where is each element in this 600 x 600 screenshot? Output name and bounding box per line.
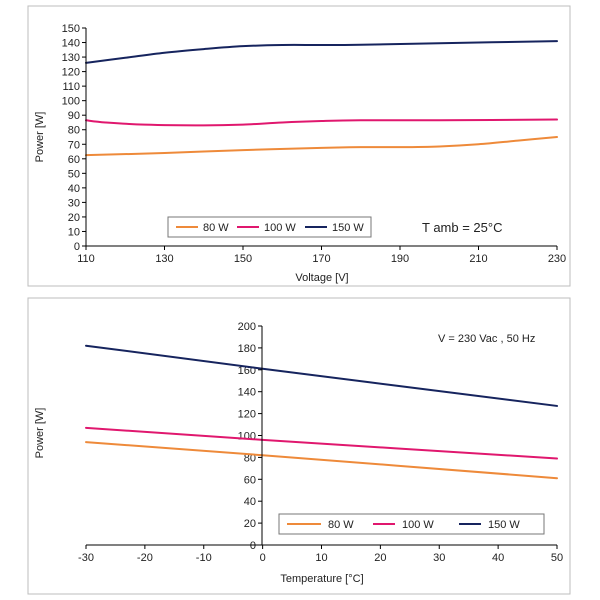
x-tick-label: -10	[196, 552, 212, 564]
x-tick-label: 0	[260, 552, 266, 564]
y-tick-label: 80	[68, 125, 80, 137]
legend-label-150w: 150 W	[332, 222, 364, 234]
y-tick-label: 0	[74, 241, 80, 253]
legend-label-100w: 100 W	[264, 222, 296, 234]
x-tick-label: 150	[234, 253, 252, 265]
annotation-ambient-temp: T amb = 25°C	[422, 220, 502, 235]
y-tick-label: 60	[68, 154, 80, 166]
y-tick-label: 40	[68, 183, 80, 195]
x-tick-label: 10	[315, 552, 327, 564]
y-axis-label: Power [W]	[34, 408, 46, 459]
series-line-150w	[85, 344, 558, 407]
y-tick-label: 0	[250, 540, 256, 552]
legend: 80 W 100 W 150 W	[278, 513, 545, 535]
y-tick-label: 150	[62, 23, 80, 35]
x-axis-label: Voltage [V]	[295, 272, 348, 284]
chart-frame	[27, 5, 571, 287]
y-tick-label: 40	[244, 496, 256, 508]
y-tick-label: 140	[238, 387, 256, 399]
y-tick-label: 180	[238, 343, 256, 355]
legend-label-150w: 150 W	[488, 519, 520, 531]
legend-label-80w: 80 W	[328, 519, 354, 531]
legend-box	[278, 513, 545, 535]
series-line-100w	[85, 118, 558, 127]
y-tick-label: 20	[68, 212, 80, 224]
y-tick-label: 200	[238, 321, 256, 333]
y-tick-label: 60	[244, 474, 256, 486]
x-tick-label: 210	[469, 253, 487, 265]
series-line-100w	[85, 426, 558, 460]
x-tick-label: 40	[492, 552, 504, 564]
y-tick-label: 30	[68, 197, 80, 209]
y-tick-label: 90	[68, 110, 80, 122]
y-tick-label: 140	[62, 38, 80, 50]
y-tick-label: 10	[68, 226, 80, 238]
x-tick-label: -20	[137, 552, 153, 564]
legend-label-100w: 100 W	[402, 519, 434, 531]
chart-power-vs-voltage: 0 10 20 30 40 50 60 70 80 90 100 110 120 130 140 150 110…	[27, 5, 571, 287]
y-tick-label: 130	[62, 52, 80, 64]
annotation-voltage: V = 230 Vac , 50 Hz	[438, 333, 535, 345]
x-tick-label: 110	[77, 253, 95, 265]
y-tick-label: 50	[68, 168, 80, 180]
x-tick-label: 170	[312, 253, 330, 265]
x-axis-label: Temperature [°C]	[280, 573, 363, 585]
x-tick-label: -30	[78, 552, 94, 564]
legend-box	[167, 216, 372, 238]
series-line-150w	[85, 40, 558, 64]
y-tick-label: 70	[68, 139, 80, 151]
y-tick-label: 120	[238, 409, 256, 421]
legend-label-80w: 80 W	[203, 222, 229, 234]
y-tick-label: 100	[238, 431, 256, 443]
x-tick-label: 190	[391, 253, 409, 265]
x-tick-label: 50	[551, 552, 563, 564]
y-axis-label: Power [W]	[34, 112, 46, 163]
series-line-80w	[85, 441, 558, 480]
y-tick-label: 110	[62, 81, 80, 93]
x-tick-label: 230	[548, 253, 566, 265]
legend: 80 W 100 W 150 W	[167, 216, 372, 238]
y-tick-label: 20	[244, 518, 256, 530]
x-tick-label: 30	[433, 552, 445, 564]
chart-frame	[27, 297, 571, 595]
x-tick-label: 20	[374, 552, 386, 564]
y-tick-label: 120	[62, 67, 80, 79]
x-tick-label: 130	[155, 253, 173, 265]
y-tick-label: 100	[62, 96, 80, 108]
series-line-80w	[85, 136, 558, 157]
